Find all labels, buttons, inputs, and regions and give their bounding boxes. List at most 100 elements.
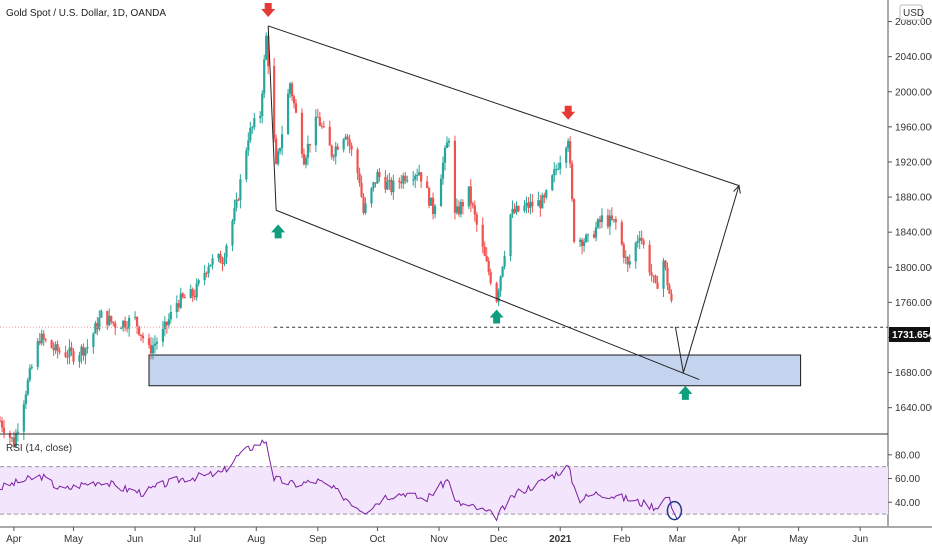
rsi-tick-label: 40.00: [895, 498, 920, 509]
candle-body: [495, 283, 498, 302]
projection-up-line[interactable]: [682, 185, 740, 373]
candle-body: [22, 404, 25, 432]
time-tick-label: Nov: [430, 534, 448, 545]
candle-body: [628, 261, 631, 265]
time-tick-label: May: [64, 534, 83, 545]
time-tick-label: Jun: [852, 534, 868, 545]
rsi-line: [0, 439, 678, 522]
candle-body: [50, 340, 53, 349]
candle-body: [239, 179, 242, 200]
candle-body: [606, 215, 609, 227]
candle-body: [412, 179, 415, 181]
projection-down-line[interactable]: [674, 326, 684, 373]
candle-body: [82, 346, 85, 356]
candle-body: [251, 127, 254, 129]
candle-body: [14, 433, 17, 447]
support-zone[interactable]: [148, 354, 802, 387]
candle-body: [24, 394, 27, 405]
candle-body: [36, 341, 39, 367]
candle-body: [108, 315, 111, 326]
candle-body: [96, 323, 99, 330]
candle-body: [471, 203, 474, 206]
descending-channel[interactable]: [267, 25, 741, 381]
candle-body: [565, 148, 568, 163]
candle-body: [580, 239, 584, 247]
candle-body: [223, 257, 226, 264]
candle-body: [114, 323, 117, 329]
candle-body: [203, 272, 206, 281]
currency-badge-box[interactable]: [899, 4, 923, 21]
candle-body: [610, 215, 613, 220]
candle-body: [286, 93, 290, 135]
candle-body: [358, 173, 361, 183]
candle-body: [126, 327, 129, 329]
time-tick-label: Mar: [669, 534, 687, 545]
candle-body: [553, 169, 556, 176]
candle-body: [128, 317, 131, 329]
rsi-axis: 80.00 60.00 40.00: [888, 450, 920, 509]
candle-body: [582, 241, 586, 247]
candle-body: [259, 116, 262, 119]
candle-body: [541, 195, 544, 209]
candle-body: [288, 83, 292, 94]
candle-body: [151, 345, 155, 354]
candle-body: [638, 237, 641, 241]
candle-body: [469, 186, 472, 204]
candle-body: [501, 266, 504, 277]
price-tick-label: 2000.000: [895, 87, 932, 98]
time-tick-label: Jun: [127, 534, 143, 545]
candle-body: [193, 296, 196, 298]
candle-body: [133, 316, 137, 318]
candle-body: [38, 341, 41, 344]
candle-body: [10, 437, 14, 439]
time-tick-label: Aug: [247, 534, 265, 545]
candle-body: [406, 180, 409, 182]
candle-body: [531, 201, 534, 207]
candle-body: [68, 347, 71, 357]
candle-body: [551, 175, 554, 191]
candle-body: [650, 272, 653, 276]
candle-body: [624, 257, 627, 259]
rsi-highlight-circle: [666, 500, 683, 521]
candle-body: [642, 240, 645, 245]
candle-body: [557, 168, 560, 170]
candle-body: [0, 420, 4, 428]
buy-arrow-icon: [271, 224, 286, 239]
time-axis[interactable]: Apr May Jun Jul Aug Sep Oct Nov Dec 2021 Feb Mar Apr…: [6, 527, 868, 545]
candle-body: [183, 296, 186, 299]
candle-body: [334, 146, 337, 157]
candle-body: [489, 272, 492, 284]
candle-body: [70, 347, 73, 352]
rsi-title: RSI (14, close): [6, 443, 72, 454]
candle-body: [302, 153, 306, 165]
candle-body: [620, 222, 623, 245]
candle-body: [167, 319, 170, 326]
candle-body: [52, 348, 55, 351]
candle-body: [555, 168, 558, 170]
candle-body: [400, 181, 403, 184]
price-tick-label: 1880.000: [895, 193, 932, 204]
candle-body: [205, 272, 208, 274]
candle-body: [517, 205, 520, 211]
candle-body: [402, 175, 405, 184]
candle-body: [94, 323, 97, 334]
candle-body: [44, 339, 47, 341]
candle-body: [443, 147, 447, 163]
channel-upper-line[interactable]: [268, 25, 740, 187]
channel-lower-line[interactable]: [275, 209, 700, 381]
candle-body: [571, 163, 574, 200]
candle-body: [511, 208, 514, 215]
candle-body: [165, 321, 168, 326]
candle-body: [429, 197, 433, 206]
candle-body: [418, 172, 421, 176]
candlestick-series: [0, 32, 673, 449]
candle-body: [362, 196, 365, 213]
candle-body: [648, 244, 651, 273]
candle-body: [499, 276, 502, 291]
candle-body: [191, 289, 194, 297]
candle-body: [141, 335, 145, 339]
candle-body: [497, 290, 500, 302]
sell-arrow-icon: [261, 3, 276, 18]
buy-arrow-icon: [489, 309, 504, 324]
